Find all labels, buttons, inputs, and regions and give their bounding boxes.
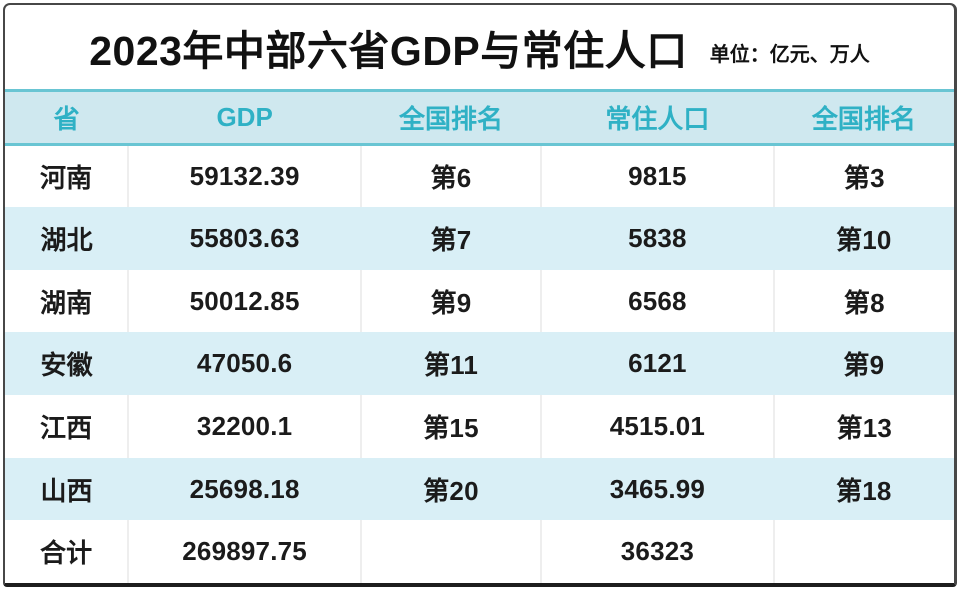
cell-province: 湖北 [40,224,93,255]
cell-gdp: 47050.6 [196,348,293,379]
cell-population: 36323 [541,520,775,583]
cell-province: 安徽 [40,350,93,381]
table-row-jiangxi: 江西 32200.1 第15 4515.01 第13 [5,395,954,458]
cell-province: 河南 [5,144,130,208]
table-card: 2023年中部六省GDP与常住人口 单位：亿元、万人 省 GDP 全国排名 常住… [3,3,957,587]
cell-gdp-rank [360,520,543,583]
column-header-province: 省 [5,89,129,146]
cell-gdp: 32200.1 [128,395,362,458]
cell-population: 6121 [628,348,687,379]
table-row-henan: 河南 59132.39 第6 9815 第3 [5,144,954,208]
header-row: 省 GDP 全国排名 常住人口 全国排名 [5,89,954,146]
cell-population: 6568 [541,269,775,333]
cell-gdp: 59132.39 [128,144,362,208]
cell-province: 合计 [5,520,130,583]
cell-gdp-rank: 第11 [423,350,479,381]
cell-population: 5838 [628,222,687,253]
cell-gdp: 269897.75 [128,520,362,583]
page-title: 2023年中部六省GDP与常住人口 [89,28,688,74]
cell-population: 3465.99 [609,473,706,504]
cell-gdp-rank: 第7 [430,224,472,255]
cell-gdp-rank: 第20 [423,475,479,506]
cell-gdp: 25698.18 [189,473,300,504]
table-row-total: 合计 269897.75 36323 [5,520,954,583]
column-header-population-rank: 全国排名 [773,89,954,146]
table-row-shanxi: 山西 25698.18 第20 3465.99 第18 [5,457,954,521]
cell-population-rank: 第3 [843,163,885,194]
table-row-hunan: 湖南 50012.85 第9 6568 第8 [5,269,954,333]
cell-gdp-rank: 第15 [360,395,543,458]
cell-population: 4515.01 [541,395,775,458]
gdp-population-table: 省 GDP 全国排名 常住人口 全国排名 河南 59132.39 第6 9815… [5,89,954,583]
unit-note: 单位：亿元、万人 [709,43,870,66]
cell-gdp: 50012.85 [128,269,362,333]
cell-gdp-rank: 第6 [360,144,543,208]
table-row-anhui: 安徽 47050.6 第11 6121 第9 [5,332,954,396]
column-header-population: 常住人口 [541,89,774,146]
title-bar: 2023年中部六省GDP与常住人口 单位：亿元、万人 [5,5,954,89]
cell-population-rank: 第10 [836,224,892,255]
table-row-hubei: 湖北 55803.63 第7 5838 第10 [5,207,954,270]
cell-province: 江西 [5,395,130,458]
cell-province: 湖南 [5,269,130,333]
cell-population-rank: 第8 [843,287,885,318]
cell-population-rank: 第9 [843,350,885,381]
column-header-gdp-rank: 全国排名 [360,89,542,146]
cell-population-rank: 第13 [836,412,893,443]
cell-gdp: 55803.63 [189,222,300,253]
cell-population: 9815 [541,144,775,208]
column-header-gdp: GDP [128,89,361,146]
cell-population-rank [774,520,954,583]
cell-province: 山西 [40,475,93,506]
table-body: 河南 59132.39 第6 9815 第3 湖北 55803.63 第7 58… [5,144,954,583]
cell-gdp-rank: 第9 [360,269,543,333]
table-header: 省 GDP 全国排名 常住人口 全国排名 [5,89,954,146]
cell-population-rank: 第18 [836,475,892,506]
